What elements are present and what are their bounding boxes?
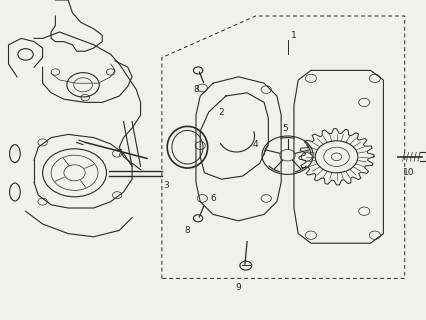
Text: 3: 3 <box>163 181 169 190</box>
Text: 8: 8 <box>184 226 190 235</box>
Text: 2: 2 <box>219 108 225 116</box>
Text: 7: 7 <box>116 149 122 158</box>
Text: 9: 9 <box>236 284 242 292</box>
Text: 8: 8 <box>193 85 199 94</box>
Text: 6: 6 <box>210 194 216 203</box>
Text: 4: 4 <box>253 140 259 148</box>
Text: 1: 1 <box>291 31 297 40</box>
Text: 10: 10 <box>403 168 414 177</box>
Text: 5: 5 <box>282 124 288 132</box>
